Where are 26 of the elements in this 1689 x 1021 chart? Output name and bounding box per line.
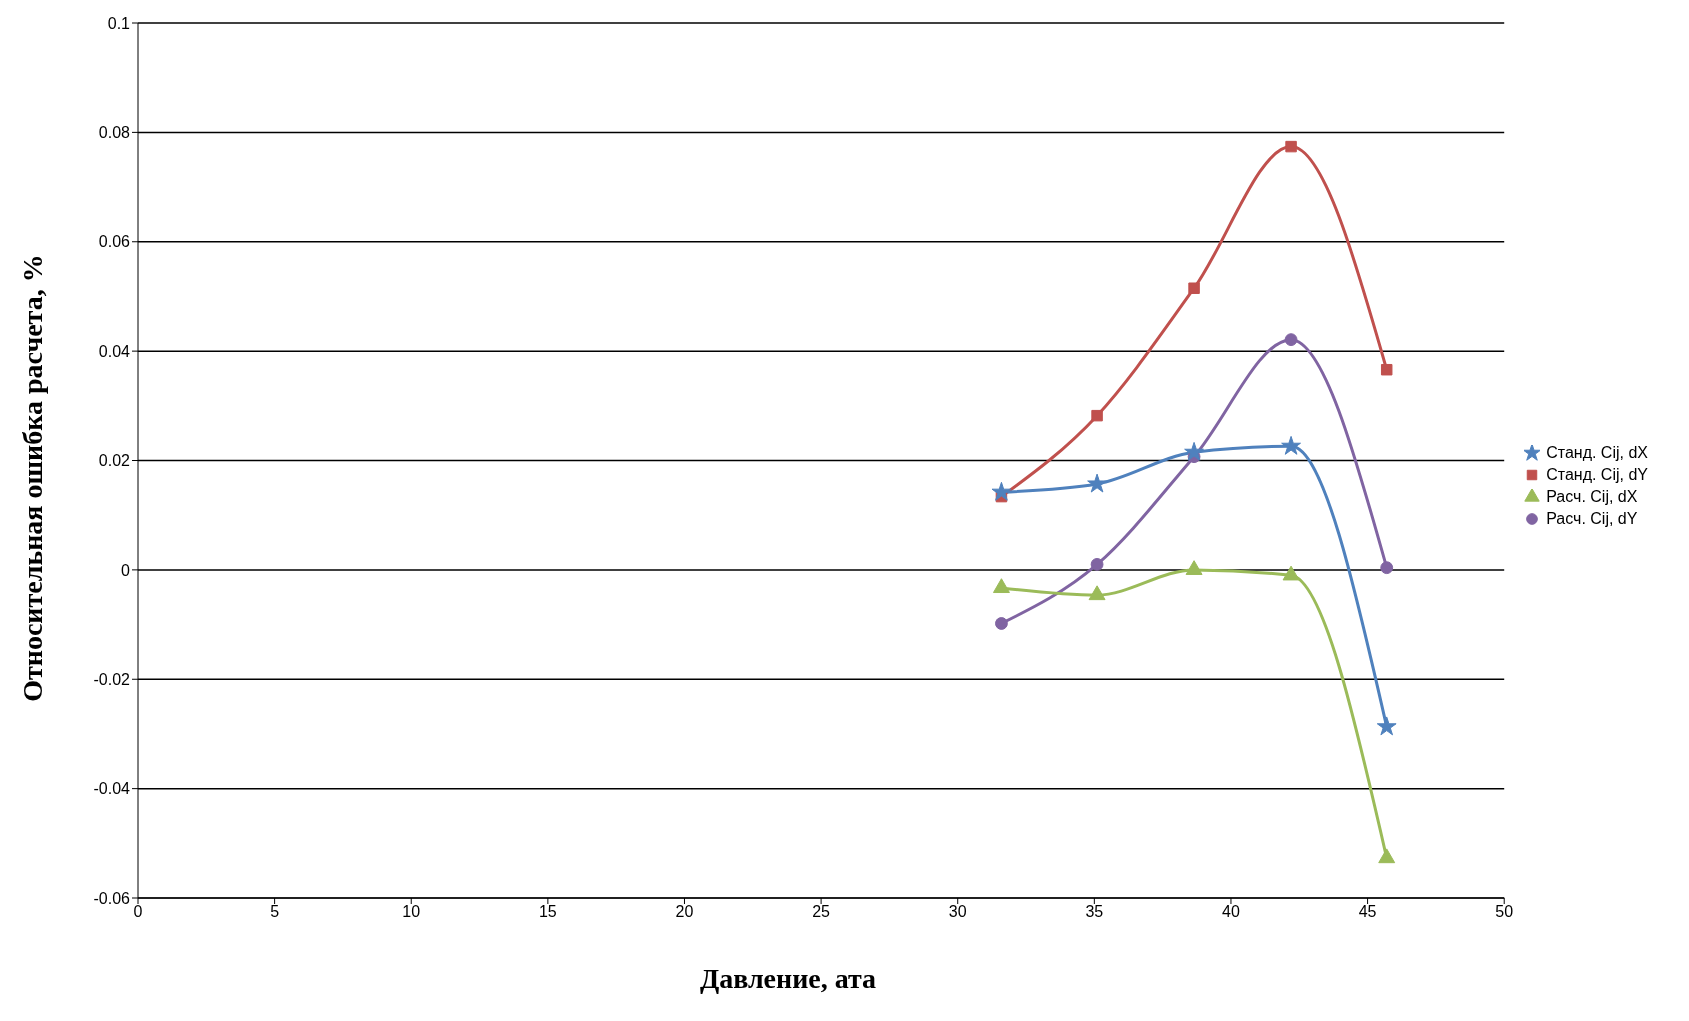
x-tick-label: 20	[675, 903, 694, 921]
x-axis-title: Давление, ата	[698, 963, 878, 995]
legend-label: Станд. Cij, dX	[1546, 444, 1648, 462]
x-tick-label: 15	[538, 903, 557, 921]
y-tick-label: -0.04	[93, 780, 131, 798]
y-tick-label: -0.02	[93, 670, 131, 688]
y-axis-title: Относительная ошибка расчета, %	[17, 254, 49, 702]
y-tick-label: -0.06	[93, 889, 131, 907]
x-tick-label: 5	[270, 903, 280, 921]
x-tick-label: 0	[133, 903, 143, 921]
x-tick-label: 50	[1495, 903, 1514, 921]
x-tick-label: 25	[812, 903, 831, 921]
x-tick-label: 30	[948, 903, 967, 921]
y-tick-label: 0.04	[98, 342, 131, 360]
legend-label: Расч. Cij, dX	[1546, 488, 1638, 506]
x-tick-label: 35	[1085, 903, 1104, 921]
y-tick-label: 0.02	[98, 452, 131, 470]
legend-label: Станд. Cij, dY	[1546, 466, 1648, 484]
x-tick-label: 10	[402, 903, 421, 921]
legend-label: Расч. Cij, dY	[1546, 510, 1638, 528]
y-tick-label: 0.06	[98, 233, 131, 251]
y-tick-label: 0	[121, 561, 131, 579]
x-tick-label: 40	[1222, 903, 1240, 921]
y-tick-label: 0.08	[98, 124, 131, 142]
y-tick-label: 0.1	[107, 14, 131, 32]
x-tick-label: 45	[1358, 903, 1377, 921]
